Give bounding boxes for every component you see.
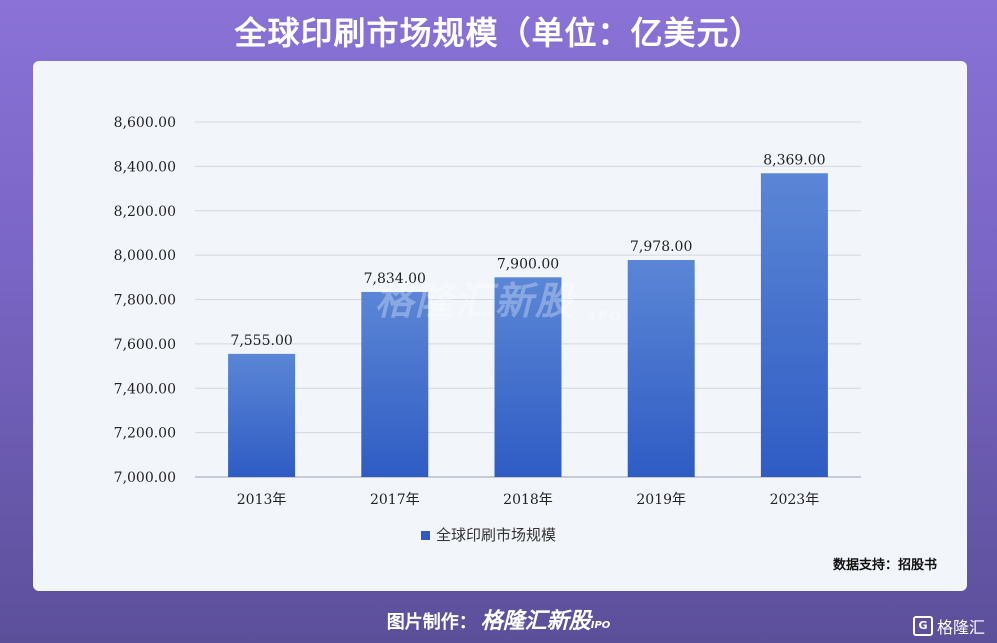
data-labels: 7,555.00 7,834.00 7,900.00 7,978.00 8,369.00 bbox=[230, 152, 825, 349]
x-tick-label: 2017年 bbox=[370, 492, 420, 508]
bar-chart: 7,000.00 7,200.00 7,400.00 7,600.00 7,800.00… bbox=[114, 115, 861, 544]
bar bbox=[228, 353, 296, 477]
bar bbox=[361, 291, 429, 477]
x-tick-label: 2013年 bbox=[237, 492, 287, 508]
x-tick-label: 2019年 bbox=[636, 492, 686, 508]
y-tick-label: 7,000.00 bbox=[114, 470, 176, 486]
y-tick-label: 7,400.00 bbox=[114, 381, 176, 397]
bars bbox=[228, 173, 828, 478]
x-tick-label: 2018年 bbox=[503, 492, 553, 508]
bar bbox=[760, 173, 828, 478]
bar bbox=[494, 277, 562, 477]
footer-ipo: IPO bbox=[590, 620, 611, 631]
y-tick-label: 8,400.00 bbox=[114, 159, 176, 175]
legend: 全球印刷市场规模 bbox=[421, 526, 556, 544]
y-tick-label: 8,600.00 bbox=[114, 115, 176, 131]
footer-brand: 格隆汇新股 bbox=[480, 609, 591, 634]
data-label: 8,369.00 bbox=[763, 152, 825, 168]
corner-logo-text: 格隆汇 bbox=[936, 618, 985, 637]
y-axis-ticks: 7,000.00 7,200.00 7,400.00 7,600.00 7,800.00… bbox=[114, 115, 176, 486]
y-tick-label: 7,800.00 bbox=[114, 293, 176, 309]
x-tick-label: 2023年 bbox=[770, 492, 820, 508]
gelonghui-logo-icon: G bbox=[912, 616, 933, 636]
data-source: 数据支持：招股书 bbox=[832, 558, 937, 573]
data-label: 7,900.00 bbox=[497, 256, 559, 272]
footer-credit: 图片制作： 格隆汇新股IPO bbox=[0, 603, 997, 635]
y-tick-label: 8,200.00 bbox=[114, 204, 176, 220]
y-tick-label: 7,200.00 bbox=[114, 426, 176, 442]
corner-logo: G 格隆汇 bbox=[912, 614, 985, 638]
legend-swatch bbox=[421, 531, 430, 540]
footer-prefix: 图片制作： bbox=[386, 612, 477, 633]
chart-card: 7,000.00 7,200.00 7,400.00 7,600.00 7,800.00… bbox=[33, 61, 967, 591]
page-title: 全球印刷市场规模（单位：亿美元） bbox=[234, 14, 763, 52]
y-tick-label: 7,600.00 bbox=[114, 337, 176, 353]
bar bbox=[627, 260, 695, 477]
y-tick-label: 8,000.00 bbox=[114, 248, 176, 264]
data-label: 7,555.00 bbox=[230, 333, 292, 349]
data-label: 7,978.00 bbox=[630, 239, 692, 255]
legend-label: 全球印刷市场规模 bbox=[436, 526, 556, 544]
x-axis-ticks: 2013年 2017年 2018年 2019年 2023年 bbox=[237, 492, 819, 508]
data-label: 7,834.00 bbox=[364, 271, 426, 287]
